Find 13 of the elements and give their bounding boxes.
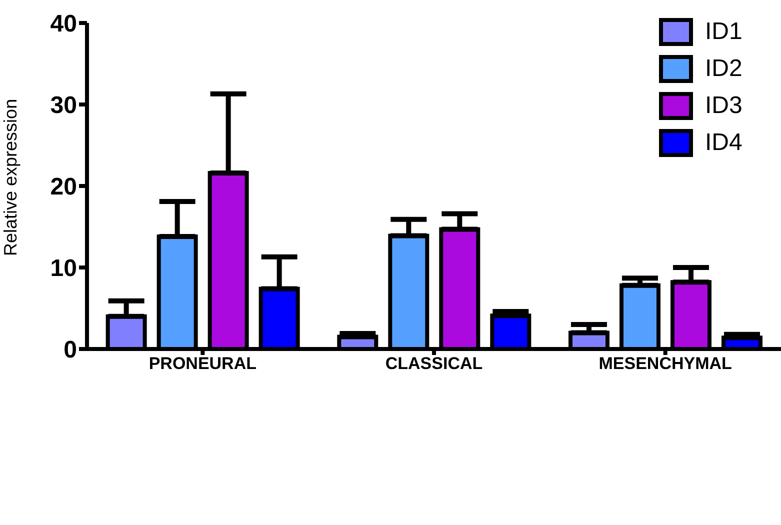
- x-tick-label: PRONEURAL: [148, 354, 257, 374]
- legend-label: ID2: [705, 55, 742, 83]
- legend-label: ID1: [705, 18, 742, 46]
- y-tick-label: 0: [64, 336, 77, 364]
- y-tick-label: 30: [50, 92, 77, 120]
- y-axis-title: Relative expression: [0, 98, 20, 256]
- legend-label: ID3: [705, 92, 742, 120]
- y-tick-label: 10: [50, 255, 77, 282]
- legend-label: ID4: [705, 129, 742, 157]
- x-tick-label: MESENCHYMAL: [598, 354, 732, 374]
- x-tick-label: CLASSICAL: [385, 354, 483, 374]
- y-tick-label: 40: [50, 10, 77, 38]
- y-tick-label: 20: [50, 174, 77, 201]
